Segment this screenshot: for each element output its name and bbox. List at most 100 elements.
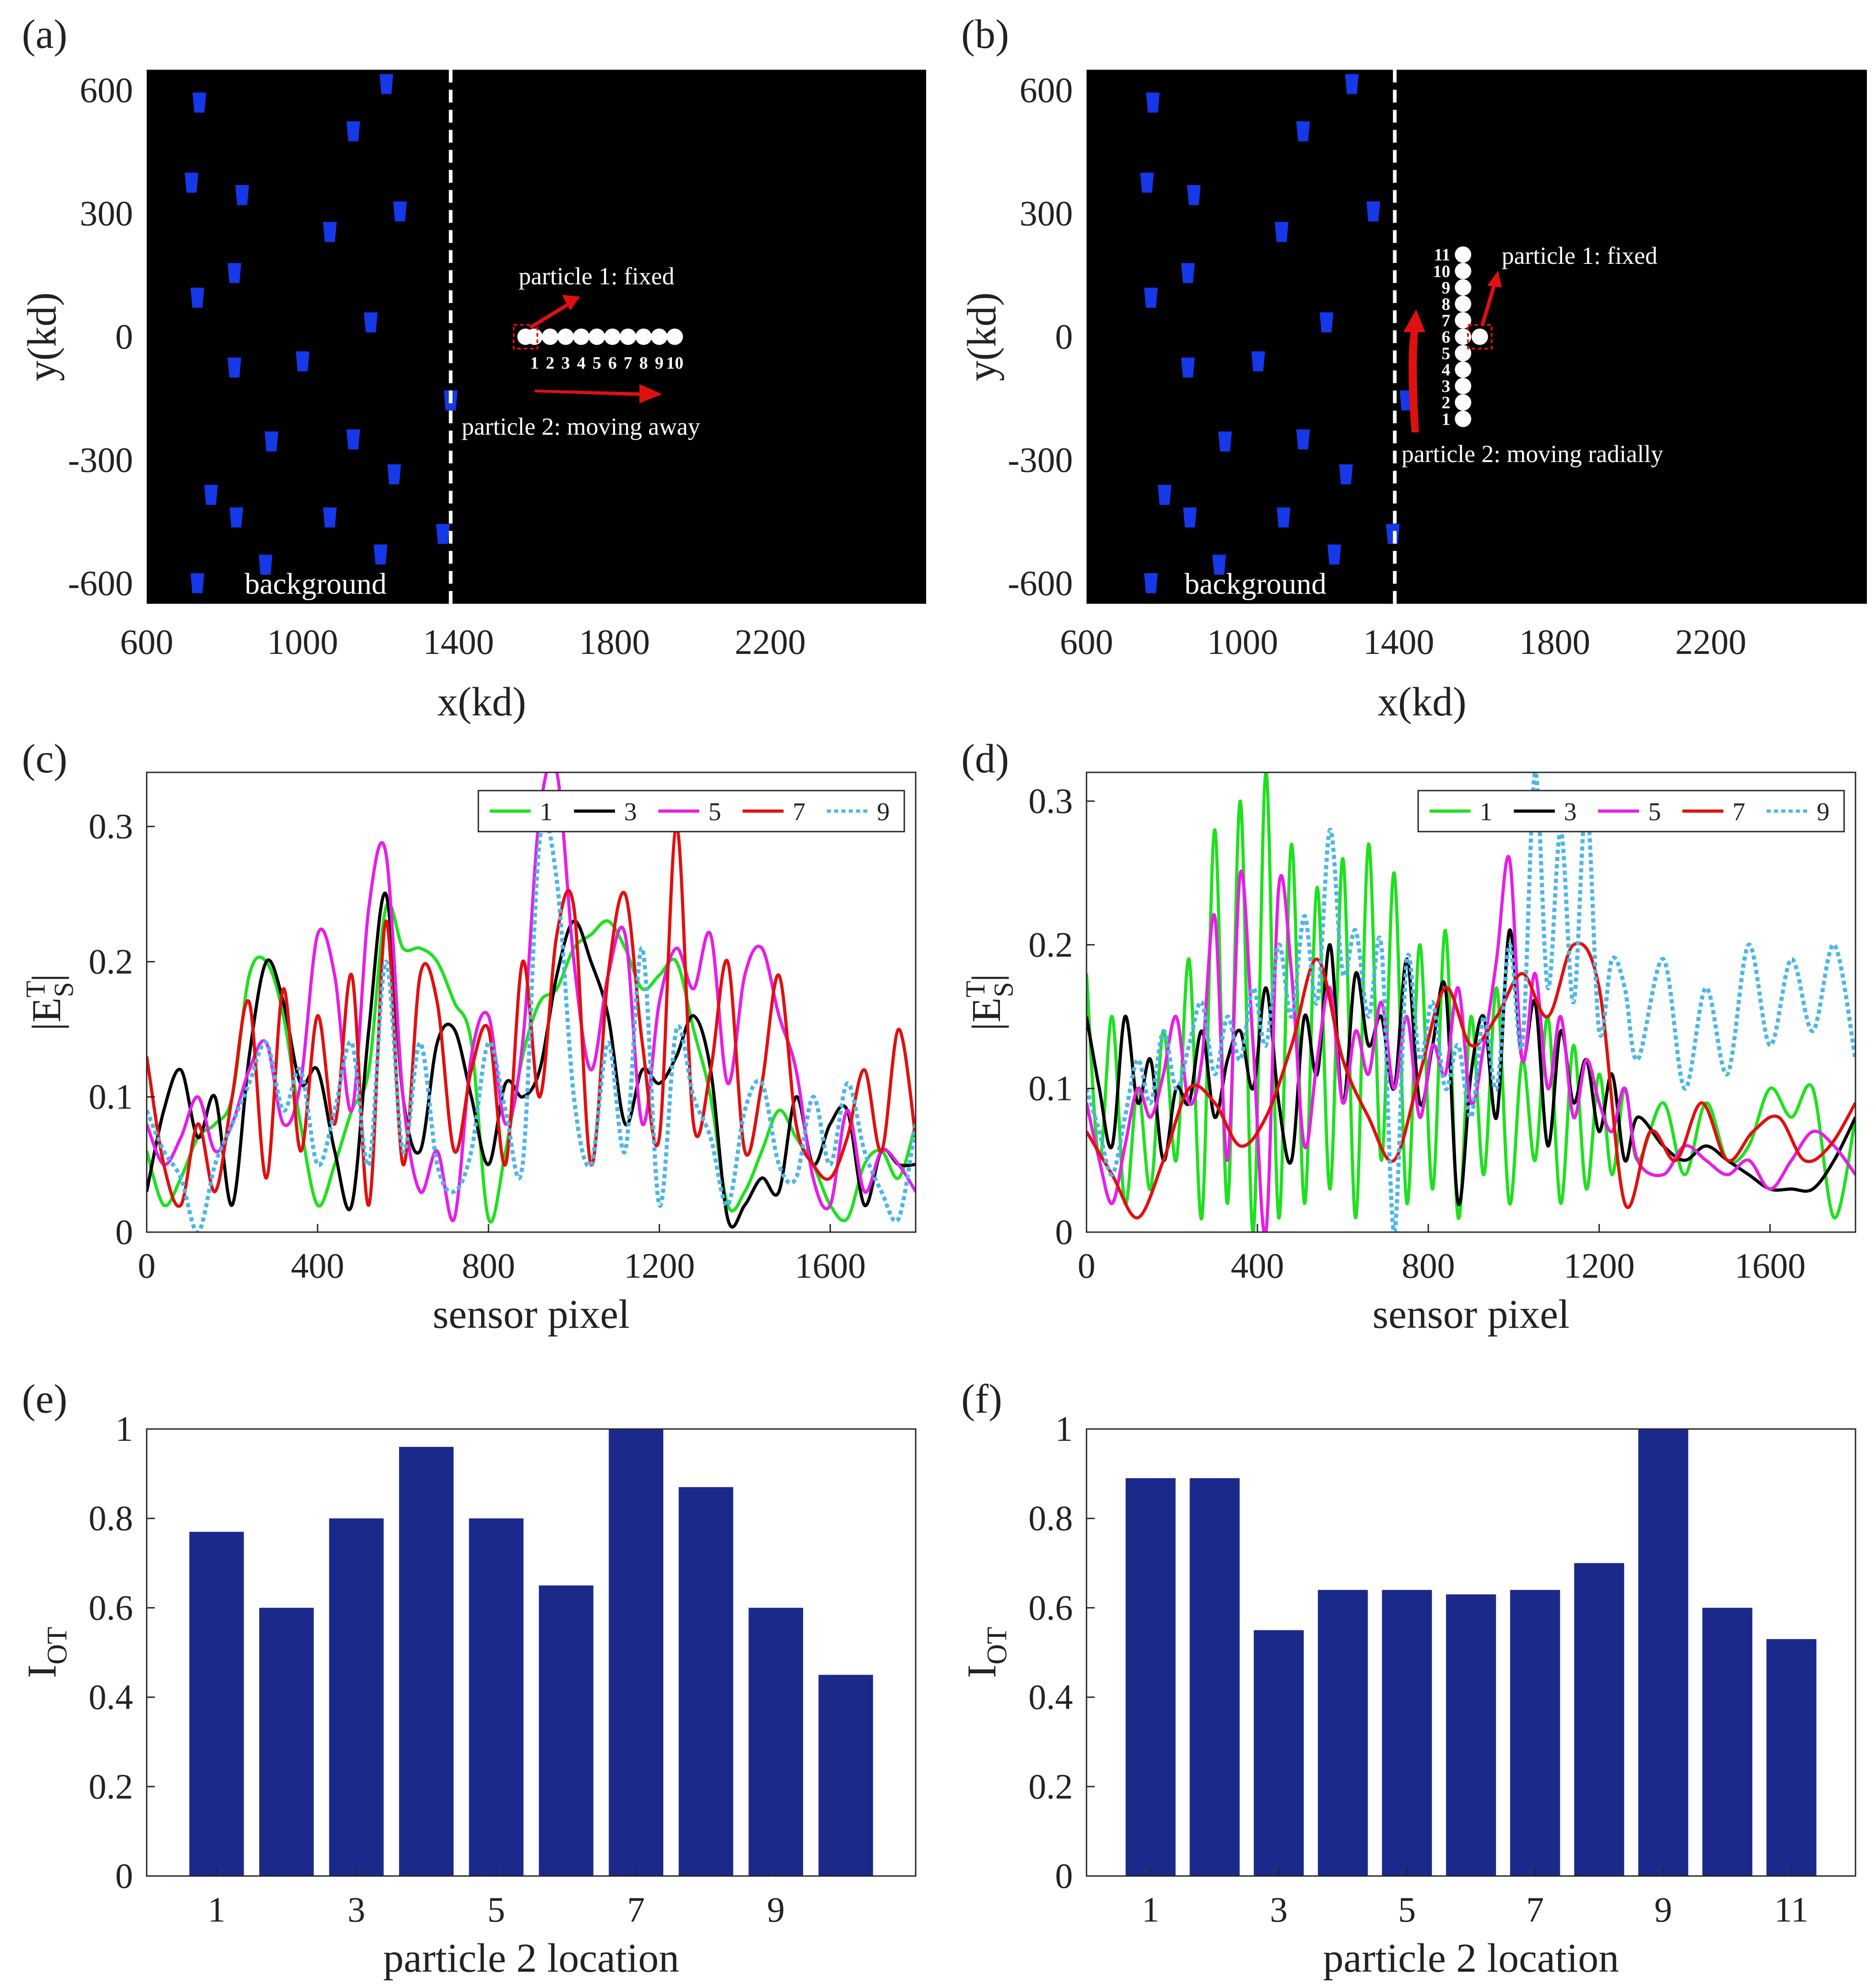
x-tick-label-d-4: 1200 (1563, 1246, 1635, 1285)
arrowhead-fixed-a (562, 295, 580, 310)
y-axis-label-main-e: I (20, 1665, 65, 1678)
y-tick-label-f-3: 0.4 (1029, 1677, 1073, 1717)
annotation-fixed-b: particle 1: fixed (1502, 242, 1657, 269)
particle-number-b-8: 8 (1442, 295, 1451, 314)
particle-position-b-3 (1455, 378, 1471, 395)
series-line-c-1 (147, 901, 916, 1224)
x-tick-label-d-2: 400 (1231, 1246, 1284, 1285)
x-tick-label-e-4: 7 (627, 1890, 645, 1929)
particle-number-a-9: 9 (655, 354, 663, 373)
scatterer-b-4 (1140, 172, 1154, 193)
series-line-d-5 (1087, 855, 1855, 1232)
y-tick-label-a-2: 300 (80, 194, 133, 233)
y-tick-label-c-1: 0 (115, 1212, 133, 1252)
x-tick-label-f-6: 11 (1774, 1890, 1809, 1929)
series-line-c-9 (147, 817, 916, 1232)
scatterer-a-16 (387, 464, 401, 485)
x-tick-label-f-3: 5 (1398, 1890, 1416, 1929)
y-tick-label-d-3: 0.2 (1029, 925, 1073, 964)
y-axis-label-sup-d: T (960, 981, 990, 997)
scatterer-b-5 (1187, 185, 1201, 205)
bar-f-9 (1638, 1429, 1688, 1876)
particle-position-b-2 (1455, 394, 1471, 411)
scatterer-a-2 (379, 74, 394, 94)
bar-e-2 (259, 1608, 314, 1876)
y-tick-label-e-4: 0.6 (89, 1588, 133, 1627)
plot-frame-e (146, 1428, 917, 1877)
y-tick-label-e-3: 0.4 (89, 1677, 133, 1717)
x-tick-label-e-5: 9 (767, 1890, 785, 1929)
y-tick-label-f-2: 0.2 (1029, 1767, 1073, 1806)
y-axis-label-tail-c: | (24, 974, 69, 982)
scatterer-b-8 (1181, 263, 1195, 283)
bar-f-11 (1766, 1639, 1817, 1876)
particle-number-b-1: 1 (1442, 410, 1451, 429)
annotation-fixed-a: particle 1: fixed (519, 262, 675, 290)
panel-label-f: (f) (961, 1377, 1002, 1422)
particle-number-a-5: 5 (593, 354, 601, 373)
particle-position-b-7 (1455, 312, 1471, 329)
x-tick-label-d-3: 800 (1402, 1246, 1455, 1285)
scatterer-b-3 (1296, 121, 1310, 142)
panel-label-d: (d) (961, 736, 1009, 781)
particle-number-b-11: 11 (1434, 246, 1451, 265)
particle-number-b-3: 3 (1442, 377, 1451, 396)
bar-f-7 (1510, 1590, 1560, 1876)
scatterer-a-23 (190, 573, 205, 593)
background-label-b: background (1184, 567, 1327, 601)
y-axis-label-b: y(kd) (959, 293, 1005, 381)
y-tick-label-a-1: 600 (80, 70, 133, 110)
y-tick-label-c-4: 0.3 (89, 807, 133, 846)
particle-position-a-5 (589, 329, 605, 345)
scatterer-a-20 (374, 544, 388, 565)
y-tick-label-a-4: -300 (68, 440, 133, 479)
scatterer-b-6 (1366, 201, 1380, 222)
y-axis-label-a: y(kd) (20, 293, 65, 381)
x-axis-label-d: sensor pixel (1373, 1292, 1569, 1337)
line-panel-c: 1 3 5 7 9 (146, 771, 917, 1233)
x-tick-label-f-2: 3 (1270, 1890, 1288, 1929)
legend-label-c-1: 1 (540, 798, 553, 826)
scatterer-b-11 (1251, 351, 1265, 372)
scatterer-a-12 (227, 357, 241, 378)
scatterer-a-1 (192, 93, 206, 113)
scatterer-b-10 (1319, 312, 1333, 333)
legend-label-d-7: 7 (1732, 798, 1745, 826)
y-tick-label-b-1: 600 (1020, 70, 1073, 110)
annotation-moving-b: particle 2: moving radially (1402, 440, 1663, 468)
x-tick-label-a-5: 2200 (735, 622, 806, 662)
series-line-d-9 (1087, 772, 1855, 1232)
x-tick-label-c-3: 800 (462, 1246, 515, 1285)
scatterer-a-14 (264, 431, 278, 452)
y-tick-label-a-3: 0 (115, 317, 133, 356)
y-tick-label-e-6: 1 (115, 1409, 133, 1449)
y-tick-label-e-5: 0.8 (89, 1498, 133, 1538)
scatterer-a-7 (323, 222, 337, 242)
fixed-particle-box-a (513, 324, 538, 350)
bar-f-8 (1574, 1563, 1625, 1876)
series-line-c-5 (147, 772, 916, 1222)
particle-position-a-9 (651, 329, 667, 345)
bar-f-2 (1189, 1478, 1240, 1876)
y-tick-label-e-2: 0.2 (89, 1767, 133, 1806)
legend-label-d-5: 5 (1648, 798, 1661, 826)
bar-e-6 (538, 1585, 594, 1876)
panel-label-c: (c) (22, 736, 67, 781)
y-tick-label-d-4: 0.3 (1029, 781, 1073, 821)
scatterer-b-7 (1275, 222, 1289, 242)
scatterer-a-18 (229, 507, 243, 528)
scatterer-b-9 (1144, 288, 1158, 308)
series-line-c-3 (147, 891, 916, 1229)
y-tick-label-b-2: 300 (1020, 194, 1073, 233)
y-tick-label-a-5: -600 (68, 563, 133, 603)
scatterer-b-2 (1345, 74, 1359, 94)
y-axis-label-tail-d: | (964, 974, 1009, 982)
x-tick-label-f-1: 1 (1142, 1890, 1159, 1929)
x-tick-label-c-4: 1200 (624, 1246, 695, 1285)
y-axis-label-main-c: |E (24, 997, 69, 1031)
y-tick-label-f-4: 0.6 (1029, 1588, 1073, 1627)
scatterer-b-19 (1276, 507, 1291, 528)
x-tick-label-b-3: 1400 (1363, 622, 1434, 662)
particle-position-a-7 (620, 329, 636, 345)
fixed-particle-box-b (1467, 324, 1493, 350)
